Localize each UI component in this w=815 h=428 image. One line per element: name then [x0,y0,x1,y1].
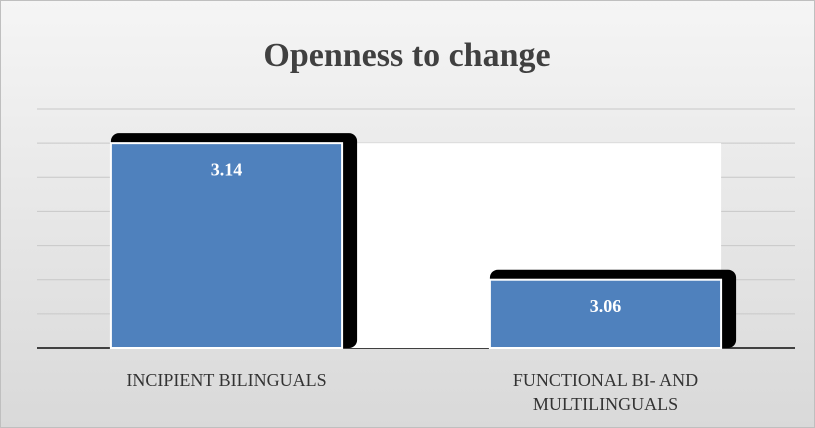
x-tick-label: INCIPIENT BILINGUALS [126,370,327,390]
chart-title: Openness to change [263,37,550,74]
bar [488,278,723,350]
x-tick-label: FUNCTIONAL BI- AND MULTILINGUALS [512,370,699,414]
data-label: 3.14 [211,159,243,179]
data-label: 3.06 [590,296,622,316]
bar [109,142,344,349]
